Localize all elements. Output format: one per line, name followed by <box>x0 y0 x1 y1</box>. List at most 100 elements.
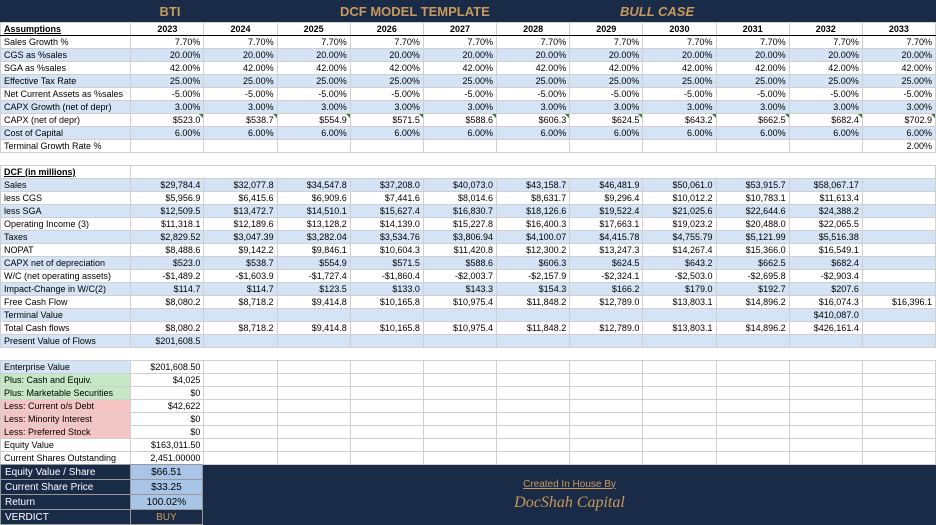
summary-label: Return <box>1 495 130 509</box>
cell: 25.00% <box>350 75 423 88</box>
cell: $6,909.6 <box>277 192 350 205</box>
cell <box>862 283 935 296</box>
row-label: Taxes <box>1 231 131 244</box>
cell: -5.00% <box>862 88 935 101</box>
cell: -5.00% <box>204 88 277 101</box>
cell: $12,189.6 <box>204 218 277 231</box>
row-label: Current Shares Outstanding <box>1 452 131 465</box>
cell: $624.5 <box>570 257 643 270</box>
cell: $11,848.2 <box>497 296 570 309</box>
cell: $24,388.2 <box>789 205 862 218</box>
dcf-row: Impact-Change in W/C(2)$114.7$114.7$123.… <box>1 283 936 296</box>
cell: $11,848.2 <box>497 322 570 335</box>
cell: 7.70% <box>570 36 643 49</box>
year-header: 2024 <box>204 23 277 36</box>
year-header: 2029 <box>570 23 643 36</box>
cell: $13,128.2 <box>277 218 350 231</box>
cell: 42.00% <box>862 62 935 75</box>
assumption-row: SGA as %sales42.00%42.00%42.00%42.00%42.… <box>1 62 936 75</box>
cell: $123.5 <box>277 283 350 296</box>
cell: 42.00% <box>350 62 423 75</box>
cell: $10,165.8 <box>350 322 423 335</box>
header-scenario: BULL CASE <box>620 4 820 19</box>
cell: 7.70% <box>862 36 935 49</box>
row-label: Operating Income (3) <box>1 218 131 231</box>
cell: $14,510.1 <box>277 205 350 218</box>
cell: -5.00% <box>350 88 423 101</box>
summary-row: VERDICTBUY <box>0 509 203 525</box>
cell: 42.00% <box>423 62 496 75</box>
cell: 25.00% <box>643 75 716 88</box>
cell: $12,789.0 <box>570 296 643 309</box>
cell: $554.9 <box>277 114 350 127</box>
cell: $702.9 <box>862 114 935 127</box>
cell: $43,158.7 <box>497 179 570 192</box>
cell: $13,247.3 <box>570 244 643 257</box>
dcf-row: NOPAT$8,488.6$9,142.2$9,846.1$10,604.3$1… <box>1 244 936 257</box>
dcf-header: DCF (in millions) <box>1 166 131 179</box>
cell: 25.00% <box>497 75 570 88</box>
row-label: Less: Current o/s Debt <box>1 400 131 413</box>
row-label: Plus: Cash and Equiv. <box>1 374 131 387</box>
cell <box>497 309 570 322</box>
row-label: Free Cash Flow <box>1 296 131 309</box>
cell: $9,296.4 <box>570 192 643 205</box>
assumption-row: Terminal Growth Rate %2.00% <box>1 140 936 153</box>
valuation-row: Less: Current o/s Debt$42,622 <box>1 400 936 413</box>
cell: 20.00% <box>643 49 716 62</box>
cell: 7.70% <box>131 36 204 49</box>
year-header: 2026 <box>350 23 423 36</box>
row-label: Sales Growth % <box>1 36 131 49</box>
cell: $17,663.1 <box>570 218 643 231</box>
cell: 20.00% <box>789 49 862 62</box>
cell: $662.5 <box>716 257 789 270</box>
cell: 6.00% <box>570 127 643 140</box>
cell: $554.9 <box>277 257 350 270</box>
cell: $12,300.2 <box>497 244 570 257</box>
row-label: CAPX (net of depr) <box>1 114 131 127</box>
cell: -5.00% <box>423 88 496 101</box>
cell: 7.70% <box>643 36 716 49</box>
row-label: CAPX Growth (net of depr) <box>1 101 131 114</box>
cell: $19,522.4 <box>570 205 643 218</box>
cell: 6.00% <box>497 127 570 140</box>
summary-label: Equity Value / Share <box>1 465 130 479</box>
cell: $46,481.9 <box>570 179 643 192</box>
cell: 25.00% <box>277 75 350 88</box>
cell <box>277 140 350 153</box>
cell: -$2,324.1 <box>570 270 643 283</box>
cell: $523.0 <box>131 257 204 270</box>
cell: $606.3 <box>497 114 570 127</box>
cell <box>131 140 204 153</box>
cell: $4,100.07 <box>497 231 570 244</box>
summary-value: $33.25 <box>130 480 202 494</box>
row-label: Equity Value <box>1 439 131 452</box>
cell <box>277 335 350 348</box>
cell: -5.00% <box>131 88 204 101</box>
cell: $53,915.7 <box>716 179 789 192</box>
cell <box>204 309 277 322</box>
assumption-row: CAPX (net of depr)$523.0$538.7$554.9$571… <box>1 114 936 127</box>
cell: -$2,695.8 <box>716 270 789 283</box>
cell: $201,608.50 <box>131 361 204 374</box>
dcf-row: Sales$29,784.4$32,077.8$34,547.8$37,208.… <box>1 179 936 192</box>
cell: $4,755.79 <box>643 231 716 244</box>
cell: $538.7 <box>204 114 277 127</box>
cell <box>862 179 935 192</box>
cell: $10,975.4 <box>423 296 496 309</box>
cell: 42.00% <box>131 62 204 75</box>
cell: 6.00% <box>350 127 423 140</box>
header-ticker: BTI <box>0 4 340 19</box>
cell: $588.6 <box>423 114 496 127</box>
cell <box>350 335 423 348</box>
cell: -5.00% <box>716 88 789 101</box>
assumption-row: Cost of Capital6.00%6.00%6.00%6.00%6.00%… <box>1 127 936 140</box>
cell <box>862 244 935 257</box>
cell: 25.00% <box>423 75 496 88</box>
cell <box>570 140 643 153</box>
cell <box>862 205 935 218</box>
year-header: 2025 <box>277 23 350 36</box>
cell: 25.00% <box>862 75 935 88</box>
row-label: SGA as %sales <box>1 62 131 75</box>
cell: $114.7 <box>204 283 277 296</box>
